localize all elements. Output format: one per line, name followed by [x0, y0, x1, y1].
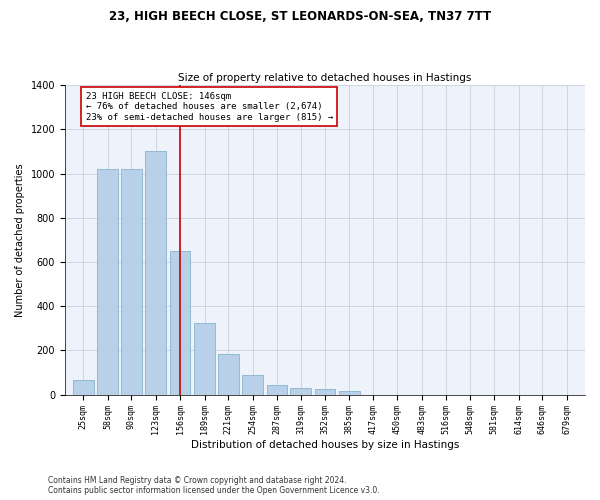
Text: 23 HIGH BEECH CLOSE: 146sqm
← 76% of detached houses are smaller (2,674)
23% of : 23 HIGH BEECH CLOSE: 146sqm ← 76% of det…: [86, 92, 333, 122]
Bar: [314, 389, 335, 394]
Y-axis label: Number of detached properties: Number of detached properties: [15, 163, 25, 317]
Bar: [97, 169, 118, 394]
Bar: [121, 169, 142, 394]
Bar: [218, 354, 239, 395]
Bar: [339, 392, 359, 394]
Text: Contains HM Land Registry data © Crown copyright and database right 2024.
Contai: Contains HM Land Registry data © Crown c…: [48, 476, 380, 495]
X-axis label: Distribution of detached houses by size in Hastings: Distribution of detached houses by size …: [191, 440, 459, 450]
Bar: [145, 152, 166, 394]
Title: Size of property relative to detached houses in Hastings: Size of property relative to detached ho…: [178, 73, 472, 83]
Text: 23, HIGH BEECH CLOSE, ST LEONARDS-ON-SEA, TN37 7TT: 23, HIGH BEECH CLOSE, ST LEONARDS-ON-SEA…: [109, 10, 491, 23]
Bar: [290, 388, 311, 394]
Bar: [170, 251, 190, 394]
Bar: [73, 380, 94, 394]
Bar: [242, 375, 263, 394]
Bar: [266, 385, 287, 394]
Bar: [194, 323, 215, 394]
